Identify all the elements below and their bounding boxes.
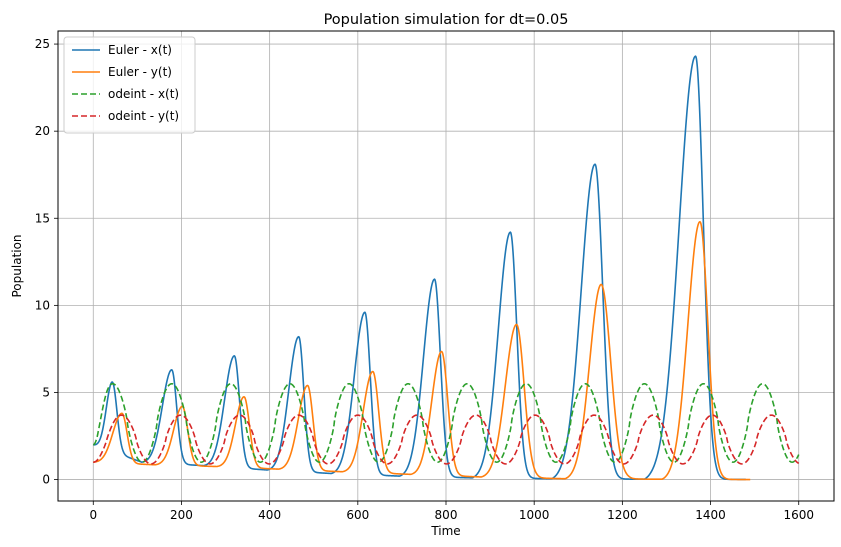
- legend-label: Euler - y(t): [108, 65, 172, 79]
- legend: Euler - x(t) Euler - y(t) odeint - x(t) ode…: [63, 36, 196, 134]
- x-axis-title: Time: [430, 524, 460, 538]
- x-tick-label: 600: [346, 508, 369, 522]
- x-tick-label: 1200: [607, 508, 638, 522]
- x-tick-label: 1400: [695, 508, 726, 522]
- series-line: [93, 220, 751, 481]
- y-tick-label: 15: [35, 211, 50, 225]
- y-tick-label: 0: [42, 473, 50, 487]
- x-tick-label: 1600: [783, 508, 814, 522]
- legend-label: odeint - x(t): [108, 87, 179, 101]
- legend-box: [63, 36, 196, 134]
- x-tick-label: 0: [89, 508, 97, 522]
- grid: [58, 31, 834, 501]
- legend-label: odeint - y(t): [108, 109, 179, 123]
- x-tick-label: 400: [258, 508, 281, 522]
- series-line: [93, 382, 800, 463]
- series-line: [93, 414, 800, 465]
- x-tick-label: 200: [170, 508, 193, 522]
- y-tick-label: 20: [35, 124, 50, 138]
- chart-title: Population simulation for dt=0.05: [324, 12, 569, 28]
- y-tick-label: 25: [35, 37, 50, 51]
- x-tick-label: 1000: [519, 508, 550, 522]
- y-tick-label: 10: [35, 298, 50, 312]
- y-tick-label: 5: [42, 385, 50, 399]
- y-axis-title: Population: [10, 234, 24, 297]
- legend-label: Euler - x(t): [108, 43, 172, 57]
- series-lines: [93, 55, 800, 481]
- x-tick-label: 800: [435, 508, 458, 522]
- ticks: 0 200 400 600 800 1000 1200 1400 1600 0 5 10 15 20 25: [35, 37, 814, 522]
